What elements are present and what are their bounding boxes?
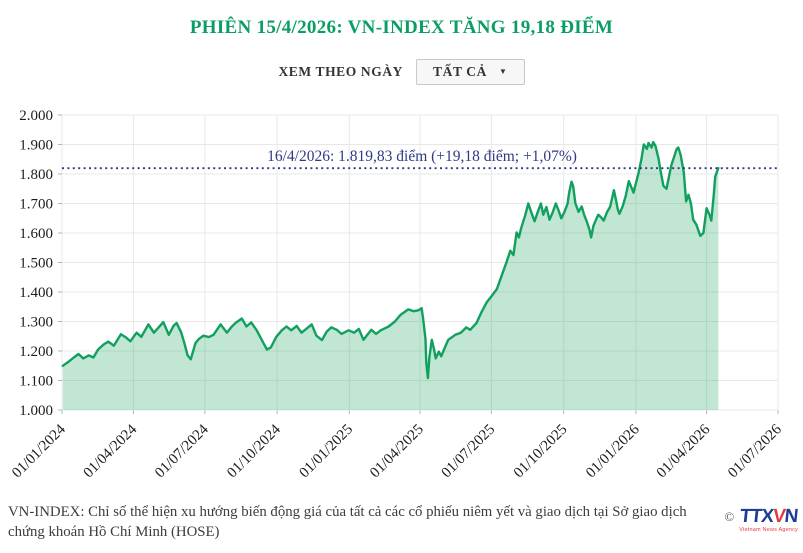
star-icon: ★ [775, 506, 783, 515]
x-tick-label: 01/07/2024 [152, 421, 212, 481]
x-tick-label: 01/10/2024 [224, 421, 284, 481]
y-tick-label: 1.400 [19, 285, 53, 301]
area-fill [62, 142, 719, 410]
x-tick-label: 01/10/2025 [511, 422, 571, 482]
y-tick-label: 1.700 [19, 197, 53, 213]
x-tick-label: 01/04/2025 [367, 422, 427, 482]
y-tick-label: 1.500 [19, 256, 53, 272]
y-tick-label: 2.000 [19, 108, 53, 124]
ttxvn-logo-text: TTX V ★ N [738, 506, 799, 527]
controls-bar: XEM THEO NGÀY TẤT CẢ ▼ [0, 58, 803, 86]
annotation-label: 16/4/2026: 1.819,83 điểm (+19,18 điểm; +… [267, 148, 577, 165]
view-by-label: XEM THEO NGÀY [278, 64, 404, 79]
x-tick-label: 01/07/2026 [725, 421, 785, 481]
y-tick-label: 1.900 [19, 138, 53, 154]
logo-n: N [783, 506, 799, 527]
range-dropdown-value: TẤT CẢ [433, 64, 488, 79]
page-title: PHIÊN 15/4/2026: VN-INDEX TĂNG 19,18 ĐIỂ… [189, 17, 614, 38]
y-tick-label: 1.800 [19, 167, 53, 183]
y-tick-label: 1.300 [19, 315, 53, 331]
logo-v-star: V ★ [771, 506, 786, 527]
x-tick-label: 01/07/2025 [439, 422, 499, 482]
chevron-down-icon: ▼ [499, 67, 508, 76]
x-tick-label: 01/04/2026 [654, 421, 714, 481]
x-tick-label: 01/01/2026 [583, 421, 643, 481]
copyright-icon: © [724, 509, 735, 524]
vn-index-chart: 16/4/2026: 1.819,83 điểm (+19,18 điểm; +… [9, 108, 785, 482]
range-dropdown[interactable]: TẤT CẢ ▼ [416, 59, 525, 85]
y-tick-label: 1.100 [19, 374, 53, 390]
y-tick-label: 1.000 [19, 403, 53, 419]
logo-subtitle: Vietnam News Agency [739, 527, 798, 533]
ttxvn-logo-block: TTX V ★ N Vietnam News Agency [738, 506, 799, 533]
y-tick-label: 1.600 [19, 226, 53, 242]
ttxvn-logo: © TTX V ★ N Vietnam News Agency [724, 506, 799, 533]
y-tick-label: 1.200 [19, 344, 53, 360]
x-tick-label: 01/01/2024 [9, 421, 69, 481]
x-tick-label: 01/01/2025 [296, 422, 356, 482]
index-line [61, 140, 720, 380]
logo-ttx: TTX [738, 506, 774, 527]
x-tick-label: 01/04/2024 [81, 421, 141, 481]
index-description: VN-INDEX: Chỉ số thể hiện xu hướng biến … [8, 504, 687, 541]
